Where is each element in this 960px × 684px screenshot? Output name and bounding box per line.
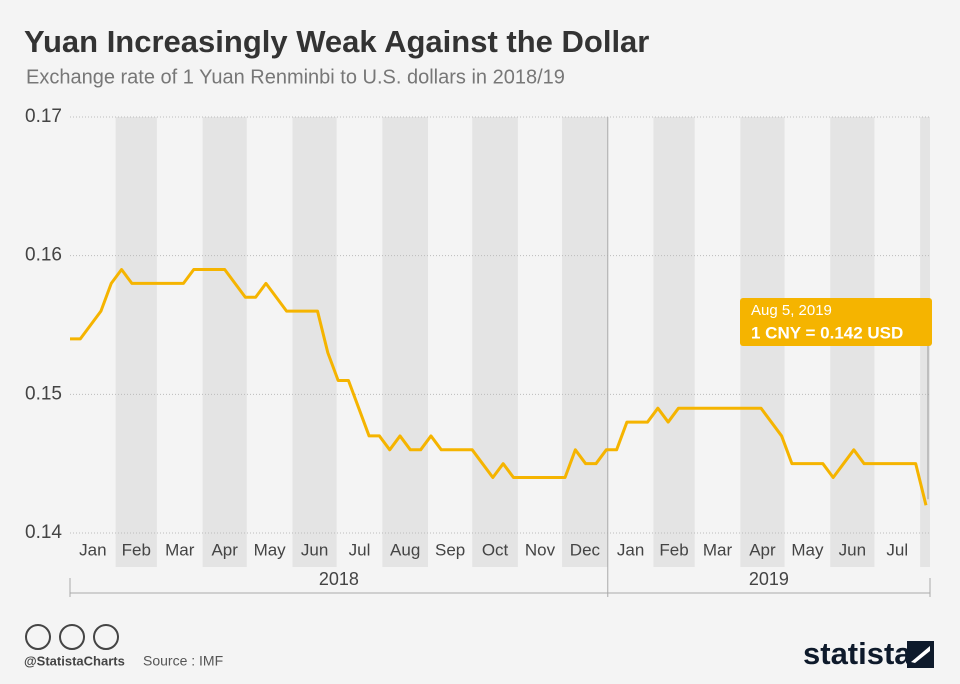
brand-logo: statista xyxy=(803,636,912,671)
month-band xyxy=(202,117,247,567)
x-tick-label: Apr xyxy=(211,540,238,559)
annotation-date: Aug 5, 2019 xyxy=(751,302,832,319)
x-tick-label: Jul xyxy=(349,540,371,559)
nd-icon xyxy=(93,624,119,650)
x-tick-label: Nov xyxy=(525,540,556,559)
plot: Aug 5, 2019 1 CNY = 0.142 USD xyxy=(70,268,932,506)
cc-icon xyxy=(25,624,51,650)
x-tick-label: Jul xyxy=(886,540,908,559)
month-band xyxy=(115,117,157,567)
footer: @StatistaCharts Source : IMF statista xyxy=(24,624,934,671)
annotation-text: 1 CNY = 0.142 USD xyxy=(751,323,903,342)
x-tick-label: Sep xyxy=(435,540,465,559)
y-tick-label: 0.15 xyxy=(25,383,62,404)
year-label: 2019 xyxy=(749,569,789,589)
footer-source: Source : IMF xyxy=(143,653,223,669)
x-tick-label: Jun xyxy=(301,540,328,559)
x-tick-label: Jan xyxy=(617,540,644,559)
x-tick-label: Mar xyxy=(165,540,195,559)
chart-subtitle: Exchange rate of 1 Yuan Renminbi to U.S.… xyxy=(26,66,565,88)
x-tick-label: Mar xyxy=(703,540,733,559)
brand-icon-mark xyxy=(911,646,930,663)
x-tick-label: Feb xyxy=(659,540,688,559)
y-tick-label: 0.14 xyxy=(25,522,62,543)
x-tick-label: Jan xyxy=(79,540,106,559)
month-band xyxy=(382,117,429,567)
chart-title: Yuan Increasingly Weak Against the Dolla… xyxy=(24,24,649,59)
x-tick-label: Apr xyxy=(749,540,776,559)
year-label: 2018 xyxy=(319,569,359,589)
series-line xyxy=(70,268,928,506)
x-tick-label: Oct xyxy=(482,540,509,559)
footer-handle: @StatistaCharts xyxy=(24,653,125,668)
month-band xyxy=(292,117,337,567)
y-tick-label: 0.17 xyxy=(25,106,62,127)
grid: Jan Feb Mar Apr May Jun Jul Aug Sep Oct Nov Dec Jan F… xyxy=(25,106,931,597)
x-tick-label: May xyxy=(254,540,287,559)
x-tick-label: Feb xyxy=(122,540,151,559)
x-tick-label: Jun xyxy=(839,540,866,559)
month-band xyxy=(653,117,695,567)
by-icon xyxy=(59,624,85,650)
month-band xyxy=(472,117,518,567)
x-tick-label: Dec xyxy=(570,540,601,559)
y-tick-label: 0.16 xyxy=(25,245,62,266)
annotation-box xyxy=(740,298,932,346)
x-tick-label: May xyxy=(791,540,824,559)
x-tick-label: Aug xyxy=(390,540,420,559)
month-band xyxy=(562,117,608,567)
